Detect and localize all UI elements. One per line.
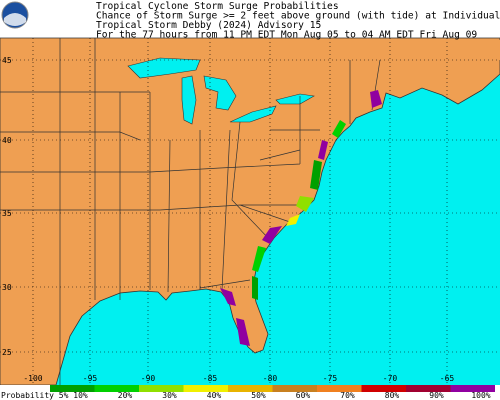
- surge-area: [252, 246, 266, 272]
- header-line: Tropical Storm Debby (2024) Advisory 15: [96, 20, 321, 31]
- map: 45 40 35 30 25 -100 -95 -90 -85 -80 -75 -70 -65: [0, 37, 500, 386]
- surge-area: [286, 214, 300, 226]
- surge-area: [370, 90, 382, 108]
- legend-label: 30%: [162, 391, 177, 400]
- surge-area: [220, 288, 236, 306]
- legend-swatch: [317, 385, 362, 392]
- surge-area: [296, 196, 314, 212]
- lon-label: -70: [383, 374, 398, 383]
- legend-swatch: [450, 385, 495, 392]
- lon-label: -65: [440, 374, 455, 383]
- lake-superior: [127, 57, 201, 79]
- surge-area: [332, 120, 346, 138]
- legend-swatch: [94, 385, 139, 392]
- legend-label: 20%: [118, 391, 133, 400]
- legend-label: 60%: [296, 391, 311, 400]
- legend: Probability 5% 10% 20% 30% 40% 50% 60% 70% 80% 90…: [0, 385, 500, 400]
- legend-swatch: [272, 385, 317, 392]
- legend-swatch: [183, 385, 228, 392]
- lat-label: 30: [2, 283, 12, 292]
- legend-swatch: [50, 385, 95, 392]
- surge-area: [318, 140, 328, 160]
- legend-swatch: [406, 385, 451, 392]
- lat-lon-grid: 45 40 35 30 25 -100 -95 -90 -85 -80 -75 -70 -65: [0, 38, 500, 385]
- header-line: Chance of Storm Surge >= 2 feet above gr…: [96, 11, 500, 22]
- lat-label: 35: [2, 209, 12, 218]
- legend-label: 10%: [73, 391, 88, 400]
- surge-area: [236, 318, 250, 346]
- legend-label: 80%: [385, 391, 400, 400]
- legend-swatch: [228, 385, 273, 392]
- legend-label: 70%: [340, 391, 355, 400]
- lat-label: 25: [2, 348, 12, 357]
- lat-label: 45: [2, 56, 12, 65]
- legend-label: 100%: [471, 391, 490, 400]
- noaa-logo: [1, 1, 29, 29]
- lon-label: -95: [83, 374, 98, 383]
- canada-land: [440, 40, 500, 66]
- legend-title: Probability 5%: [1, 391, 69, 400]
- lake-ontario: [275, 93, 315, 105]
- lake-huron: [203, 75, 237, 111]
- legend-label: 90%: [429, 391, 444, 400]
- lon-label: -90: [141, 374, 156, 383]
- lake-erie: [229, 105, 277, 123]
- lon-label: -80: [263, 374, 278, 383]
- lon-label: -75: [323, 374, 338, 383]
- state-boundaries: [0, 38, 381, 385]
- logo-wave: [4, 13, 26, 26]
- legend-swatch: [139, 385, 184, 392]
- legend-label: 40%: [207, 391, 222, 400]
- surge-area: [262, 226, 282, 244]
- lat-label: 40: [2, 136, 12, 145]
- surge-area: [310, 160, 322, 190]
- header: Tropical Cyclone Storm Surge Probabiliti…: [96, 1, 500, 41]
- surge-shading: [220, 90, 382, 346]
- lon-label: -100: [23, 374, 42, 383]
- legend-swatch: [361, 385, 406, 392]
- lake-michigan: [181, 75, 197, 125]
- legend-label: 50%: [251, 391, 266, 400]
- surge-area: [252, 276, 258, 300]
- header-line: For the 77 hours from 11 PM EDT Mon Aug …: [96, 30, 477, 41]
- header-line: Tropical Cyclone Storm Surge Probabiliti…: [96, 1, 339, 12]
- lon-label: -85: [203, 374, 218, 383]
